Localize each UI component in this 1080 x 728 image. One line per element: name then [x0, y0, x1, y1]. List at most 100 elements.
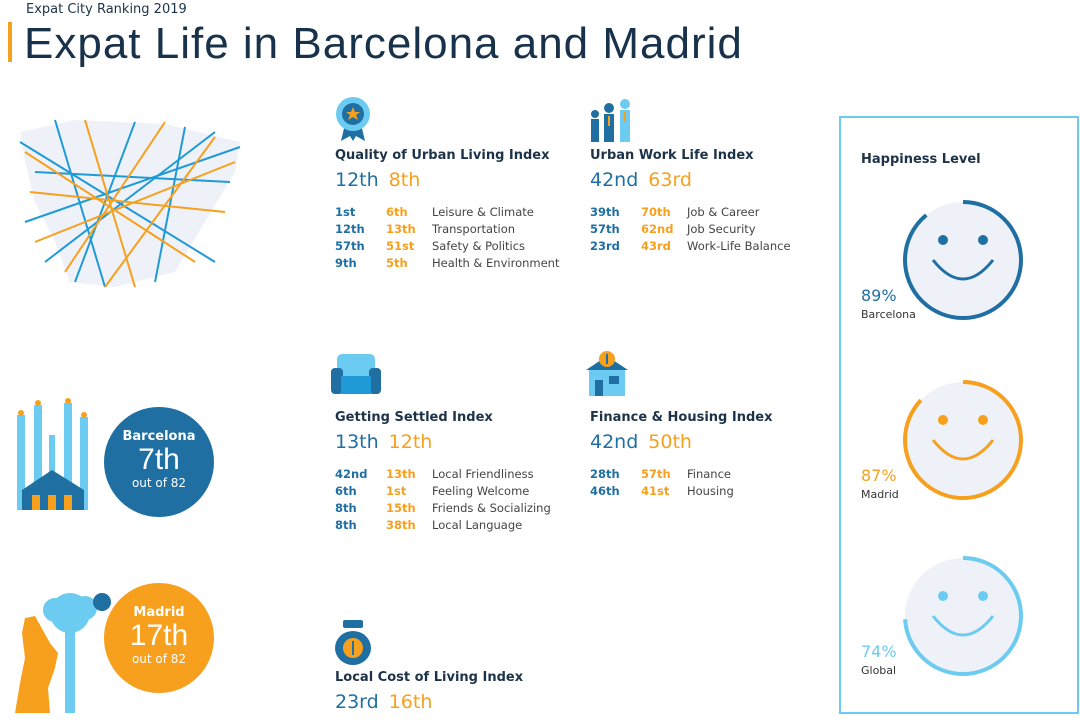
- bear-and-tree-icon: [15, 593, 111, 713]
- happiness-label: Barcelona: [861, 308, 916, 321]
- madrid-rank-badge: Madrid 17th out of 82: [104, 583, 214, 693]
- overall-ranks: 23rd 16th: [335, 691, 585, 713]
- happiness-panel: Happiness Level 89% Barcelona 87% Madrid 7…: [839, 116, 1079, 714]
- index-section: Urban Work Life Index 42nd 63rd 39th 70th Jo…: [590, 148, 840, 256]
- subindex-row: 57th 62nd Job Security: [590, 222, 840, 239]
- subindex-row: 28th 57th Finance: [590, 467, 840, 484]
- barcelona-subrank: 9th: [335, 256, 357, 270]
- madrid-rank: 63rd: [648, 169, 692, 191]
- madrid-subrank: 43rd: [641, 239, 671, 253]
- barcelona-subrank: 23rd: [590, 239, 620, 253]
- happiness-percent: 89%: [861, 286, 897, 305]
- money-bag-icon: [335, 620, 371, 665]
- left-eye: [938, 591, 948, 601]
- gauge-arc: [903, 556, 1023, 676]
- barcelona-rank: 42nd: [590, 431, 639, 453]
- subtitle: Expat City Ranking 2019: [26, 2, 187, 17]
- award-badge-icon: [336, 97, 370, 141]
- barcelona-subrank: 8th: [335, 518, 357, 532]
- subindex-label: Job & Career: [687, 205, 760, 219]
- index-title: Local Cost of Living Index: [335, 670, 524, 685]
- workers-icon: [591, 99, 630, 142]
- smile: [931, 615, 995, 637]
- subindex-label: Job Security: [687, 222, 756, 236]
- subindex-label: Feeling Welcome: [432, 484, 530, 498]
- barcelona-subrank: 28th: [590, 467, 620, 481]
- city-name: Barcelona: [122, 429, 196, 444]
- city-rank: 17th: [129, 619, 189, 652]
- index-section: Local Cost of Living Index 23rd 16th: [335, 670, 585, 727]
- title-accent-bar: [8, 22, 12, 62]
- madrid-rank: 8th: [388, 169, 421, 191]
- madrid-subrank: 5th: [386, 256, 408, 270]
- right-eye: [978, 235, 988, 245]
- index-section: Finance & Housing Index 42nd 50th 28th 57th…: [590, 410, 840, 501]
- madrid-subrank: 13th: [386, 222, 416, 236]
- subindex-row: 8th 38th Local Language: [335, 518, 585, 535]
- overall-ranks: 42nd 63rd: [590, 169, 840, 191]
- smile: [931, 439, 995, 461]
- gauge-arc: [903, 380, 1023, 500]
- barcelona-subrank: 8th: [335, 501, 357, 515]
- madrid-subrank: 51st: [386, 239, 415, 253]
- overall-ranks: 13th 12th: [335, 431, 585, 453]
- barcelona-subrank: 42nd: [335, 467, 368, 481]
- barcelona-rank: 13th: [335, 431, 379, 453]
- subindex-label: Transportation: [432, 222, 516, 236]
- madrid-subrank: 6th: [386, 205, 408, 219]
- subindex-row: 57th 51st Safety & Politics: [335, 239, 585, 256]
- madrid-subrank: 15th: [386, 501, 416, 515]
- happiness-title: Happiness Level: [861, 152, 981, 167]
- subindex-row: 1st 6th Leisure & Climate: [335, 205, 585, 222]
- subindex-label: Health & Environment: [432, 256, 560, 270]
- left-eye: [938, 235, 948, 245]
- happiness-label: Madrid: [861, 488, 899, 501]
- madrid-rank: 50th: [648, 431, 692, 453]
- subindex-row: 12th 13th Transportation: [335, 222, 585, 239]
- armchair-icon: [331, 354, 381, 394]
- madrid-rank: 16th: [388, 691, 433, 713]
- index-section: Quality of Urban Living Index 12th 8th 1st…: [335, 148, 585, 273]
- subindex-row: 9th 5th Health & Environment: [335, 256, 585, 273]
- subindex-label: Finance: [687, 467, 731, 481]
- madrid-subrank: 57th: [641, 467, 671, 481]
- barcelona-subrank: 39th: [590, 205, 620, 219]
- city-total: out of 82: [131, 652, 187, 666]
- overall-ranks: 12th 8th: [335, 169, 585, 191]
- right-eye: [978, 591, 988, 601]
- index-title: Urban Work Life Index: [590, 148, 754, 163]
- subindex-row: 39th 70th Job & Career: [590, 205, 840, 222]
- barcelona-rank: 42nd: [590, 169, 639, 191]
- madrid-rank: 12th: [388, 431, 433, 453]
- right-eye: [978, 415, 988, 425]
- city-total: out of 82: [131, 476, 187, 490]
- barcelona-rank-badge: Barcelona 7th out of 82: [104, 407, 214, 517]
- barcelona-rank: 23rd: [335, 691, 379, 713]
- subindex-label: Local Language: [432, 518, 523, 532]
- subindex-label: Work-Life Balance: [687, 239, 791, 253]
- index-title: Getting Settled Index: [335, 410, 493, 425]
- happiness-percent: 87%: [861, 466, 897, 485]
- sagrada-familia-icon: [17, 398, 88, 510]
- city-name: Madrid: [133, 605, 185, 620]
- subindex-row: 23rd 43rd Work-Life Balance: [590, 239, 840, 256]
- gauge-arc: [903, 200, 1023, 320]
- madrid-subrank: 1st: [386, 484, 407, 498]
- happiness-percent: 74%: [861, 642, 897, 661]
- madrid-subrank: 41st: [641, 484, 670, 498]
- index-title: Finance & Housing Index: [590, 410, 773, 425]
- subindex-row: 8th 15th Friends & Socializing: [335, 501, 585, 518]
- city-rank: 7th: [138, 443, 180, 476]
- smiley-gauge: [901, 554, 1025, 678]
- smiley-gauge: [901, 378, 1025, 502]
- left-eye: [938, 415, 948, 425]
- subindex-label: Leisure & Climate: [432, 205, 534, 219]
- barcelona-subrank: 57th: [335, 239, 365, 253]
- madrid-subrank: 13th: [386, 467, 416, 481]
- barcelona-rank: 12th: [335, 169, 379, 191]
- barcelona-subrank: 12th: [335, 222, 365, 236]
- subindex-label: Local Friendliness: [432, 467, 534, 481]
- happiness-label: Global: [861, 664, 897, 677]
- subindex-row: 42nd 13th Local Friendliness: [335, 467, 585, 484]
- subindex-label: Safety & Politics: [432, 239, 526, 253]
